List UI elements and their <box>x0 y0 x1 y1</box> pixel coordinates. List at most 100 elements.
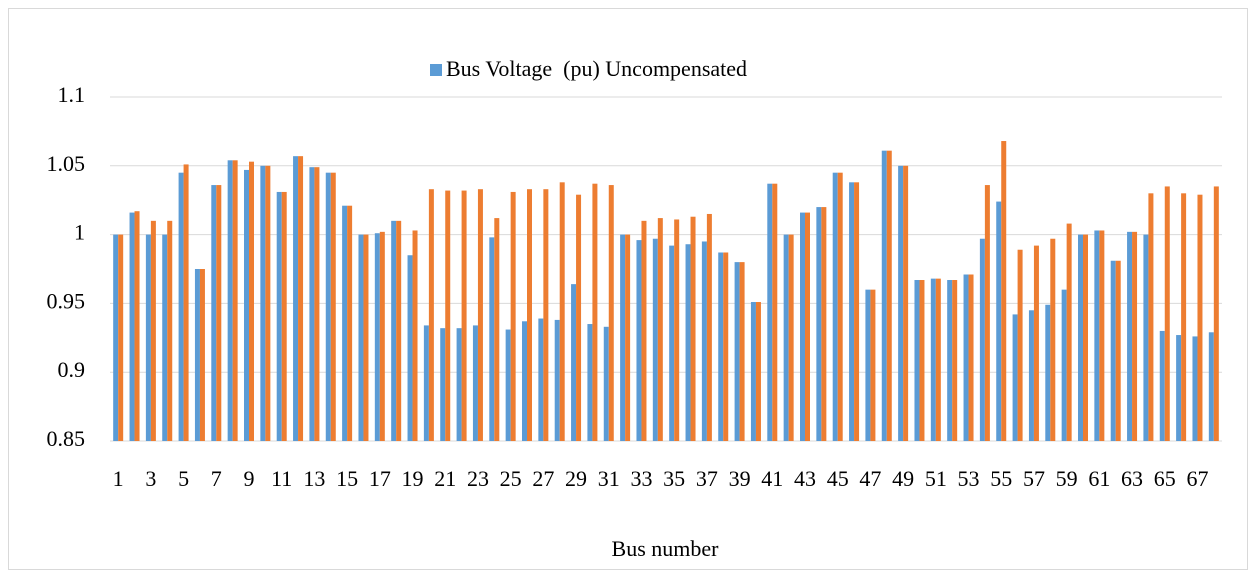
bar <box>592 183 598 442</box>
bar <box>1083 234 1088 441</box>
bar <box>374 233 380 441</box>
x-tick-label: 53 <box>958 466 980 491</box>
y-tick-label: 0.85 <box>47 426 86 451</box>
bar <box>1028 310 1034 441</box>
bar <box>293 156 299 441</box>
x-tick-label: 41 <box>761 466 783 491</box>
bar <box>1078 234 1083 441</box>
bar <box>527 189 532 441</box>
x-tick-label: 27 <box>532 466 554 491</box>
bar <box>379 231 385 441</box>
bar <box>1197 194 1203 441</box>
x-tick-label: 43 <box>794 466 816 491</box>
bar <box>342 205 348 441</box>
x-tick-label: 47 <box>859 466 881 491</box>
bar <box>903 165 909 442</box>
bar <box>805 212 810 441</box>
x-tick-label: 23 <box>467 466 489 491</box>
bar <box>298 156 304 441</box>
x-tick-label: 31 <box>598 466 620 491</box>
x-tick-label: 11 <box>271 466 292 491</box>
bar <box>1110 260 1116 441</box>
bar <box>456 328 462 441</box>
bar <box>603 326 609 441</box>
bar <box>750 302 756 441</box>
bar <box>854 182 860 441</box>
bar <box>1099 230 1105 441</box>
bar <box>706 213 712 441</box>
x-tick-label: 67 <box>1186 466 1208 491</box>
bar <box>755 302 761 441</box>
bar <box>162 234 168 441</box>
bar <box>309 167 315 441</box>
x-tick-label: 9 <box>244 466 255 491</box>
bar <box>587 324 593 441</box>
bar <box>898 165 904 442</box>
x-tick-label: 49 <box>892 466 914 491</box>
bar <box>145 234 151 441</box>
bar <box>996 201 1002 441</box>
bar <box>984 185 990 441</box>
y-tick-label: 1.05 <box>47 151 86 176</box>
x-tick-label: 15 <box>336 466 358 491</box>
bar <box>1208 332 1214 441</box>
bar <box>1066 223 1072 441</box>
bar <box>816 207 822 441</box>
bar <box>358 234 364 441</box>
bar <box>1143 234 1149 441</box>
bar <box>150 220 156 441</box>
bar <box>652 238 658 441</box>
bar <box>489 237 495 441</box>
bar <box>690 216 696 441</box>
bar <box>1045 304 1051 441</box>
x-tick-label: 3 <box>145 466 156 491</box>
bar <box>800 212 805 441</box>
bar <box>391 220 397 441</box>
bar <box>330 172 336 441</box>
x-tick-label: 17 <box>369 466 391 491</box>
bar <box>194 269 200 441</box>
bar <box>249 161 254 441</box>
bar <box>1132 231 1138 441</box>
bar <box>919 280 925 441</box>
bar <box>325 172 331 441</box>
bar <box>979 238 985 441</box>
bar <box>445 190 451 441</box>
x-axis-label: Bus number <box>612 536 720 561</box>
bar <box>734 262 740 441</box>
legend-label: Bus Voltage (pu) Uncompensated <box>446 56 747 81</box>
bar <box>363 234 369 441</box>
bar <box>1001 141 1007 442</box>
x-tick-label: 65 <box>1154 466 1176 491</box>
bar <box>281 191 287 441</box>
bar <box>232 160 238 441</box>
bar <box>510 191 516 441</box>
x-tick-label: 1 <box>113 466 124 491</box>
bar <box>881 150 887 441</box>
bar <box>276 191 282 441</box>
bar <box>657 218 663 441</box>
bar <box>216 185 222 441</box>
x-tick-label: 37 <box>696 466 718 491</box>
bar <box>244 169 249 442</box>
y-tick-label: 1.1 <box>58 82 86 107</box>
x-tick-label: 55 <box>990 466 1012 491</box>
bar <box>952 280 958 441</box>
x-tick-label: 59 <box>1056 466 1078 491</box>
bar <box>461 190 467 441</box>
bar <box>199 269 205 441</box>
bar <box>685 244 691 441</box>
bar <box>608 185 614 441</box>
bar <box>641 220 647 441</box>
bar <box>1012 314 1018 441</box>
bar <box>178 172 184 441</box>
x-tick-label: 45 <box>827 466 849 491</box>
bar <box>543 189 549 441</box>
bar <box>935 278 941 441</box>
bar <box>260 165 266 442</box>
bar <box>211 185 217 441</box>
bar <box>554 319 560 441</box>
x-tick-label: 13 <box>303 466 325 491</box>
x-tick-label: 25 <box>500 466 522 491</box>
bar <box>118 234 124 441</box>
